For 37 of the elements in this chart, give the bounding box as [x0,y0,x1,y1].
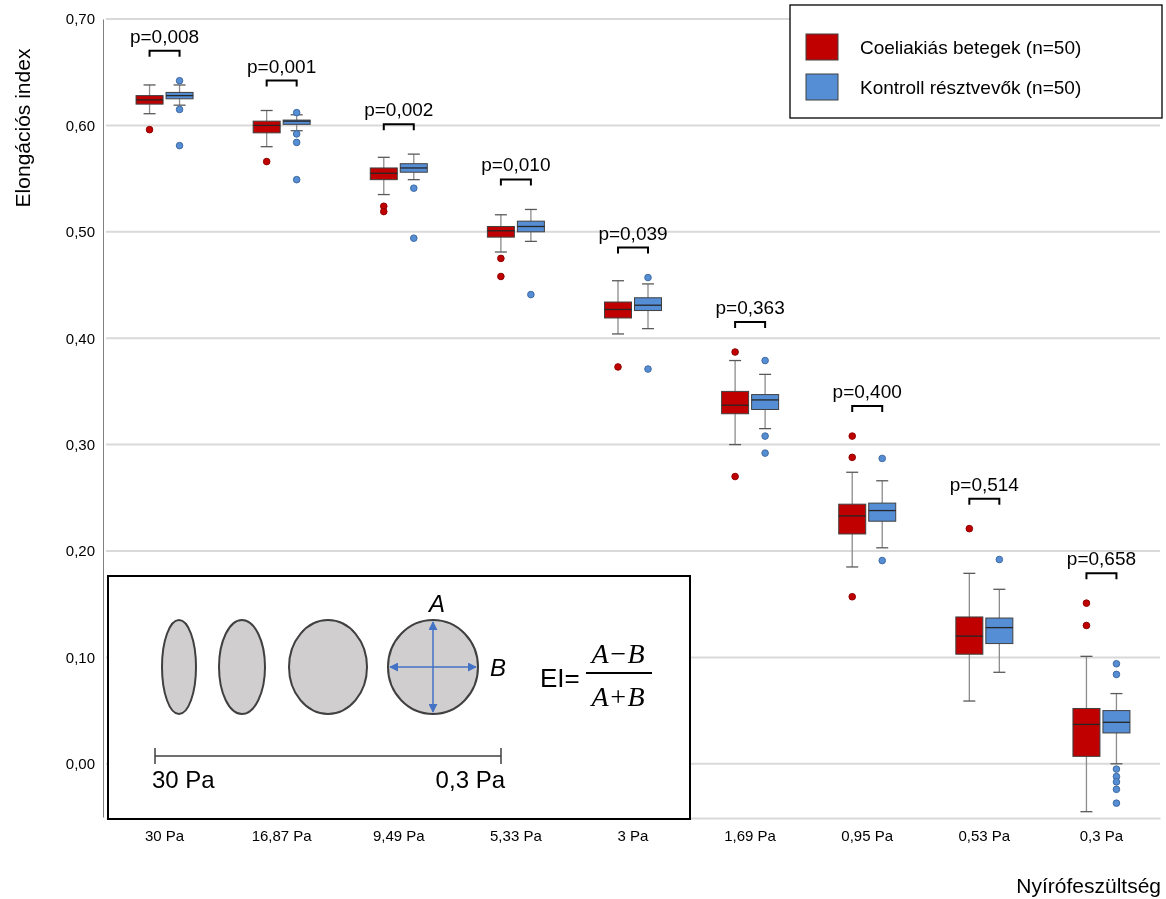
x-tick-label: 3 Pa [617,826,650,844]
x-tick-label: 5,33 Pa [490,826,543,844]
annotation: A [426,590,446,617]
y-tick-label: 0,10 [65,648,95,666]
annotation: p=0,008 [129,25,200,47]
y-tick-label: 0,00 [65,755,95,773]
x-tick-label: 0,95 Pa [841,826,894,844]
annotation: A+B [589,681,645,712]
annotation: A−B [589,638,645,669]
annotation: p=0,010 [481,154,551,176]
y-tick-label: 0,30 [65,435,95,453]
x-tick-label: 0,53 Pa [958,826,1011,844]
y-axis-title: Elongációs index [11,48,34,208]
annotation: EI= [540,663,580,693]
legend-label: Kontroll résztvevők (n=50) [860,77,1082,98]
annotation: 30 Pa [152,766,216,793]
x-tick-label: 1,69 Pa [724,826,777,844]
annotation: p=0,400 [832,381,902,403]
legend-label: Coeliakiás betegek (n=50) [860,37,1082,58]
x-axis-title: Nyírófeszültség [1016,874,1161,897]
annotation: B [490,654,507,681]
annotation: p=0,514 [949,473,1020,495]
annotation: p=0,001 [247,55,317,77]
x-tick-label: 0,3 Pa [1079,826,1124,844]
annotation: p=0,039 [598,222,668,244]
x-tick-label: 16,87 Pa [251,826,313,844]
x-tick-label: 9,49 Pa [372,826,426,844]
y-tick-label: 0,50 [65,223,95,241]
annotation: p=0,658 [1066,548,1137,570]
x-tick-label: 30 Pa [144,826,185,844]
y-tick-label: 0,60 [65,116,95,134]
y-tick-label: 0,20 [65,542,95,560]
annotation: 0,3 Pa [435,766,506,793]
annotation: p=0,002 [364,99,434,121]
y-tick-label: 0,40 [65,329,95,347]
y-tick-label: 0,70 [65,10,95,28]
annotation: p=0,363 [715,297,785,319]
